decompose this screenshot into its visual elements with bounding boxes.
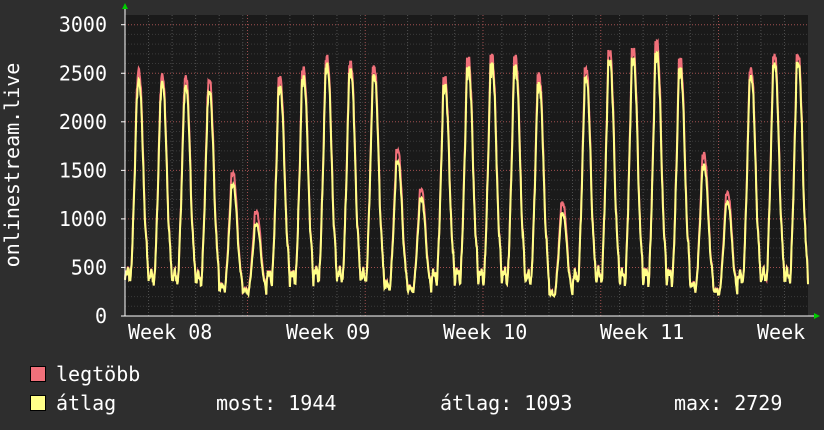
y-tick-label: 2500 — [59, 61, 107, 85]
y-axis-arrow — [122, 3, 128, 9]
y-tick-label: 1500 — [59, 158, 107, 182]
y-axis-title: onlinestream.live — [0, 63, 24, 268]
y-tick-label: 0 — [95, 304, 107, 328]
y-tick-label: 1000 — [59, 207, 107, 231]
x-tick-label: Week 09 — [286, 320, 370, 344]
legend-item-max: legtöbb — [30, 362, 140, 386]
y-tick-label: 2000 — [59, 110, 107, 134]
legend-item-avg: átlag — [30, 391, 116, 415]
y-tick-label: 3000 — [59, 13, 107, 37]
x-axis-arrow — [814, 313, 820, 319]
stat-current: most: 1944 — [216, 391, 337, 415]
legend-label-avg: átlag — [56, 391, 117, 415]
stat-average: átlag: 1093 — [440, 391, 573, 415]
legend-swatch-avg — [30, 395, 46, 411]
x-tick-label: Week 08 — [128, 320, 212, 344]
series-line-avg — [124, 50, 809, 299]
stat-maximum: max: 2729 — [674, 391, 783, 415]
x-tick-label: Week 10 — [443, 320, 527, 344]
x-tick-label: Week 11 — [600, 320, 684, 344]
y-tick-label: 500 — [71, 255, 107, 279]
x-tick-label: Week — [757, 320, 805, 344]
legend-label-max: legtöbb — [56, 362, 141, 386]
chart-area: 0 500 1000 1500 2000 2500 3000 Week 08 Week 09 We… — [0, 3, 820, 344]
legend-swatch-max — [30, 366, 46, 382]
